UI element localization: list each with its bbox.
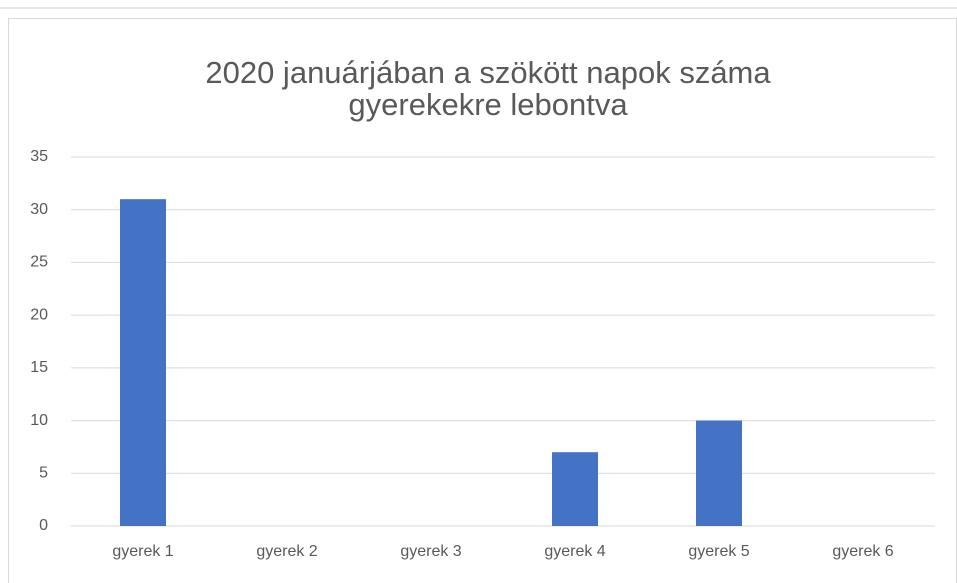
x-tick-label: gyerek 6 bbox=[832, 543, 893, 560]
x-tick-label: gyerek 1 bbox=[112, 543, 173, 560]
y-tick-label: 5 bbox=[39, 465, 48, 482]
bar bbox=[120, 199, 166, 526]
y-tick-label: 35 bbox=[30, 148, 48, 165]
x-tick-label: gyerek 5 bbox=[688, 543, 749, 560]
bar bbox=[552, 452, 598, 526]
bar bbox=[696, 420, 742, 526]
chart-title: 2020 januárjában a szökött napok száma bbox=[205, 55, 771, 90]
x-tick-label: gyerek 4 bbox=[544, 543, 605, 560]
chart-title: gyerekekre lebontva bbox=[348, 87, 628, 122]
y-tick-label: 25 bbox=[30, 254, 48, 271]
x-tick-label: gyerek 2 bbox=[256, 543, 317, 560]
y-tick-label: 10 bbox=[30, 412, 48, 429]
x-tick-label: gyerek 3 bbox=[400, 543, 461, 560]
y-tick-label: 30 bbox=[30, 201, 48, 218]
y-tick-label: 0 bbox=[39, 517, 48, 534]
y-tick-label: 20 bbox=[30, 306, 48, 323]
y-tick-label: 15 bbox=[30, 359, 48, 376]
